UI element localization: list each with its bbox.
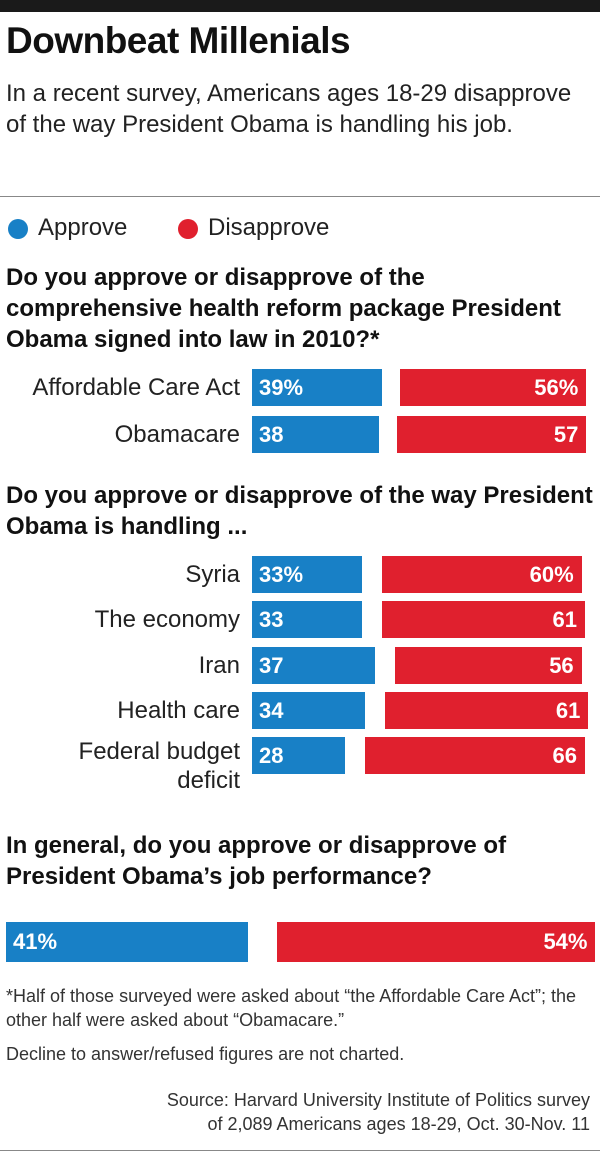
bar-disapprove: 61 bbox=[381, 601, 585, 638]
bar-disapprove: 57 bbox=[396, 416, 587, 453]
header-divider bbox=[0, 196, 600, 197]
top-rule bbox=[0, 0, 600, 12]
bar-approve: 33 bbox=[252, 601, 362, 638]
page-title: Downbeat Millenials bbox=[6, 20, 351, 61]
page-subtitle: In a recent survey, Americans ages 18-29… bbox=[6, 80, 572, 138]
bar-approve: 41% bbox=[6, 922, 248, 962]
bar-disapprove: 54% bbox=[276, 922, 596, 962]
bottom-rule bbox=[0, 1150, 600, 1151]
bar-disapprove: 56% bbox=[399, 369, 587, 406]
category-label: The economy bbox=[94, 606, 240, 633]
chart-question-2: Do you approve or disapprove of the way … bbox=[6, 482, 593, 540]
bar-approve: 38 bbox=[252, 416, 379, 453]
disapprove-swatch bbox=[178, 219, 198, 239]
category-label: Affordable Care Act bbox=[32, 374, 240, 401]
category-label: Iran bbox=[198, 652, 240, 679]
chart-question-3: In general, do you approve or disapprove… bbox=[6, 832, 507, 890]
source-line-2: of 2,089 Americans ages 18-29, Oct. 30-N… bbox=[207, 1114, 590, 1134]
category-label: Obamacare bbox=[114, 421, 240, 448]
bar-approve: 28 bbox=[252, 737, 346, 774]
bar-disapprove: 60% bbox=[381, 556, 582, 593]
bar-disapprove: 66 bbox=[365, 737, 585, 774]
legend-disapprove-label: Disapprove bbox=[208, 214, 330, 241]
bar-disapprove: 61 bbox=[385, 692, 589, 729]
category-label: Health care bbox=[117, 697, 240, 724]
legend-approve-label: Approve bbox=[38, 214, 128, 241]
bar-disapprove: 56 bbox=[395, 647, 582, 684]
approve-swatch bbox=[8, 219, 28, 239]
category-label: Federal budget deficit bbox=[78, 738, 240, 794]
category-label: Syria bbox=[185, 561, 240, 588]
bar-approve: 39% bbox=[252, 369, 382, 406]
source-line-1: Source: Harvard University Institute of … bbox=[166, 1090, 590, 1110]
footnote-asterisk: *Half of those surveyed were asked about… bbox=[6, 986, 576, 1030]
footnote-decline: Decline to answer/refused figures are no… bbox=[6, 1044, 405, 1064]
bar-approve: 33% bbox=[252, 556, 362, 593]
bar-approve: 37 bbox=[252, 647, 376, 684]
bar-approve: 34 bbox=[252, 692, 366, 729]
chart-question-1: Do you approve or disapprove of the comp… bbox=[6, 264, 561, 353]
